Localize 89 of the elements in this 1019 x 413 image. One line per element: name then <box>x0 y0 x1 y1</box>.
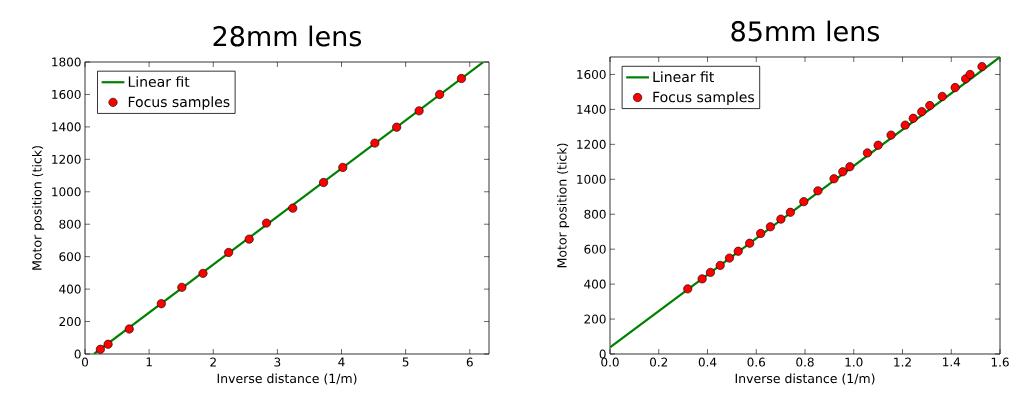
point <box>683 284 693 294</box>
y-tick-label: 400 <box>584 279 606 289</box>
chart-title: 85mm lens <box>731 20 880 42</box>
point <box>392 122 402 132</box>
point <box>261 218 271 228</box>
point <box>224 247 234 257</box>
point <box>977 62 987 72</box>
point <box>845 162 855 172</box>
chart-title: 28mm lens <box>213 25 362 47</box>
point <box>95 344 105 354</box>
point <box>785 207 795 217</box>
legend-label: Focus samples <box>653 91 755 105</box>
legend-label: Linear fit <box>653 71 714 83</box>
x-tick-label: 3 <box>274 357 281 367</box>
point <box>338 162 348 172</box>
point <box>799 197 809 207</box>
point <box>733 246 743 256</box>
point <box>435 89 445 99</box>
y-tick-label: 400 <box>59 284 81 294</box>
point <box>319 178 329 188</box>
point <box>813 186 823 196</box>
point <box>103 339 113 349</box>
y-tick-label: 200 <box>59 317 81 327</box>
y-tick-label: 800 <box>59 219 81 229</box>
y-tick-label: 800 <box>584 209 606 219</box>
point <box>908 113 918 123</box>
y-tick-label: 0 <box>599 349 606 359</box>
y-tick-label: 600 <box>59 252 81 262</box>
point <box>862 148 872 158</box>
point <box>724 253 734 263</box>
point <box>965 69 975 79</box>
point <box>838 167 848 177</box>
point <box>917 107 927 117</box>
point <box>745 238 755 248</box>
x-tick-label: 1.6 <box>991 357 1009 367</box>
point <box>900 120 910 130</box>
y-tick-label: 1400 <box>52 122 81 132</box>
x-tick-label: 5 <box>402 357 409 367</box>
x-tick-label: 1.4 <box>943 357 961 367</box>
x-tick-label: 2 <box>210 357 216 367</box>
y-tick-label: 1000 <box>52 187 81 197</box>
point <box>776 214 786 224</box>
x-tick-label: 1.2 <box>894 357 911 367</box>
x-tick-label: 0.6 <box>747 357 766 367</box>
point <box>829 174 839 184</box>
point <box>697 274 707 284</box>
point <box>765 222 775 232</box>
point <box>288 203 298 213</box>
point <box>873 140 883 150</box>
point <box>244 234 254 244</box>
point <box>886 130 896 140</box>
point <box>950 83 960 93</box>
y-tick-label: 0 <box>74 349 81 359</box>
y-tick-label: 200 <box>584 314 606 324</box>
x-tick-label: 1 <box>146 357 152 367</box>
x-tick-label: 0.4 <box>698 357 717 367</box>
x-tick-label: 0.8 <box>796 357 814 367</box>
x-axis-title: Inverse distance (1/m) <box>735 373 875 385</box>
y-tick-label: 1600 <box>52 89 81 99</box>
x-tick-label: 0 <box>81 357 89 367</box>
y-tick-label: 1400 <box>577 104 606 114</box>
point <box>414 106 424 116</box>
y-axis-title: Motor position (tick) <box>556 143 570 268</box>
legend-label: Linear fit <box>128 76 190 87</box>
y-axis-title: Motor position (tick) <box>31 146 45 270</box>
x-tick-label: 6 <box>466 357 473 367</box>
y-tick-label: 1200 <box>52 154 81 164</box>
point <box>156 299 166 309</box>
y-tick-label: 1600 <box>577 69 606 80</box>
x-tick-label: 0.0 <box>601 357 619 367</box>
x-tick-label: 0.2 <box>650 357 668 367</box>
x-tick-label: 1.0 <box>845 357 863 367</box>
point <box>925 101 935 111</box>
x-axis-title: Inverse distance (1/m) <box>217 373 357 385</box>
y-tick-label: 1800 <box>52 57 81 67</box>
x-tick-label: 4 <box>338 357 345 367</box>
point <box>705 267 715 277</box>
point <box>124 324 134 334</box>
legend-label: Focus samples <box>128 96 230 110</box>
y-tick-label: 1000 <box>577 174 606 184</box>
point <box>198 268 208 278</box>
point <box>937 91 947 101</box>
point <box>715 260 725 270</box>
point <box>756 228 766 238</box>
y-tick-label: 600 <box>584 244 606 254</box>
point <box>177 282 187 292</box>
point <box>370 138 380 148</box>
y-tick-label: 1200 <box>577 139 606 149</box>
point <box>456 74 466 84</box>
